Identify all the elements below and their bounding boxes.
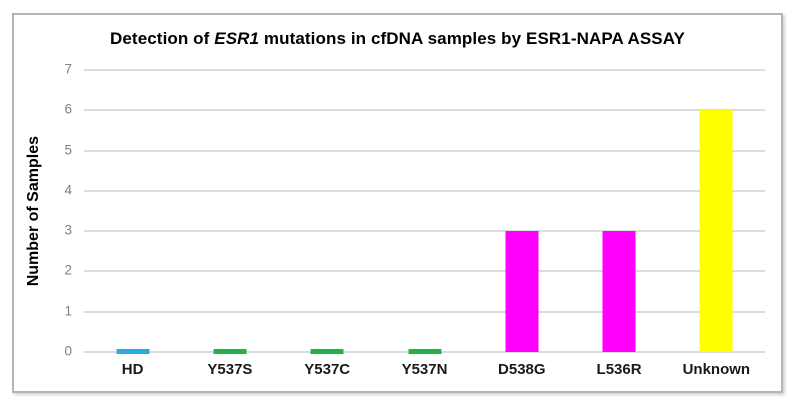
gridline-3	[84, 230, 765, 233]
bar-D538G	[505, 231, 539, 352]
gridline-4	[84, 189, 765, 192]
x-tick-label-Y537C: Y537C	[304, 361, 351, 378]
bar-Y537S	[213, 349, 247, 354]
plot-area: 0 1 2 3 4 5 6 7 HD Y537S Y537C Y537N D538G L536R Unkno…	[64, 63, 765, 378]
y-tick-label-3: 3	[64, 222, 72, 238]
y-tick-label-0: 0	[64, 343, 72, 359]
gridline-5	[84, 149, 765, 152]
x-tick-label-HD: HD	[121, 361, 144, 378]
gridline-7	[84, 69, 765, 71]
y-tick-label-5: 5	[64, 142, 72, 158]
chart-title-prefix: Detection of	[110, 29, 215, 48]
y-tick-label-6: 6	[64, 101, 72, 117]
chart-title: Detection of ESR1 mutations in cfDNA sam…	[14, 29, 781, 49]
y-tick-label-2: 2	[64, 262, 72, 278]
bar-Y537N	[408, 349, 441, 354]
bar-L536R	[602, 231, 636, 352]
chart-title-suffix: mutations in cfDNA samples by ESR1-NAPA …	[259, 29, 685, 48]
x-tick-label-Unknown: Unknown	[682, 361, 751, 378]
x-tick-label-L536R: L536R	[596, 361, 642, 378]
gridline-6	[84, 109, 765, 112]
y-axis-title-wrap: Number of Samples	[22, 70, 46, 352]
bar-Y537C	[310, 349, 344, 354]
x-tick-label-Y537S: Y537S	[207, 361, 253, 378]
bar-HD	[116, 349, 150, 354]
x-tick-label-Y537N: Y537N	[401, 361, 448, 378]
y-tick-label-1: 1	[64, 303, 72, 319]
bar-Unknown	[699, 110, 733, 352]
chart-frame: Detection of ESR1 mutations in cfDNA sam…	[12, 13, 783, 393]
y-axis-title: Number of Samples	[25, 135, 42, 287]
chart-title-gene-italic: ESR1	[214, 29, 260, 48]
y-tick-label-7: 7	[64, 61, 72, 77]
gridline-1	[84, 310, 765, 313]
x-tick-label-D538G: D538G	[498, 361, 546, 378]
y-tick-label-4: 4	[64, 182, 72, 198]
gridline-2	[84, 270, 765, 273]
